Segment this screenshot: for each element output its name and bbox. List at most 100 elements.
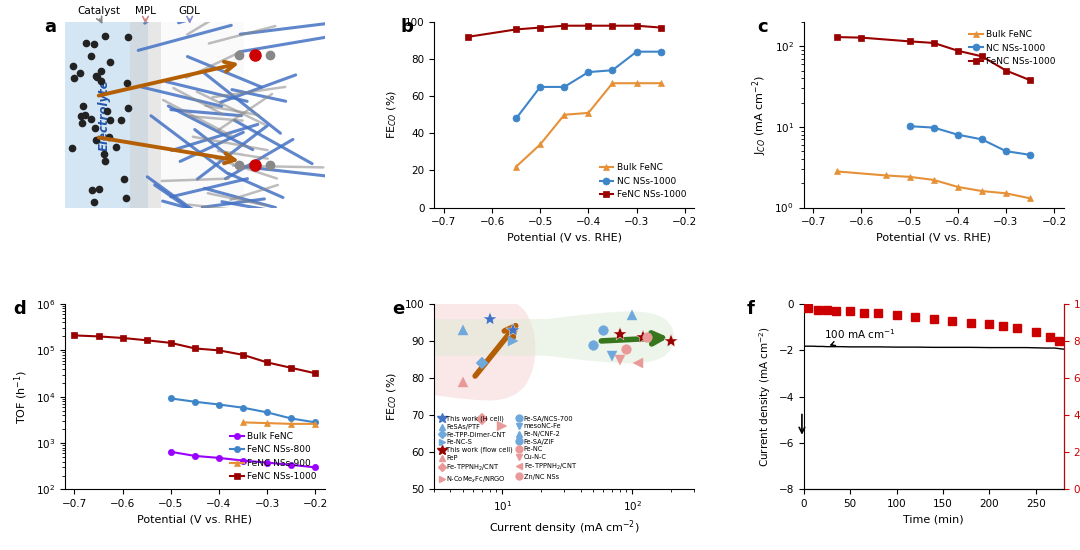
FeNC NSs-1000 (975, 53, 988, 59)
X-axis label: Potential (V vs. RHE): Potential (V vs. RHE) (507, 233, 622, 243)
Bulk FeNC (237, 457, 249, 464)
Bulk FeNC (534, 141, 546, 148)
Line: Bulk FeNC: Bulk FeNC (513, 80, 664, 170)
FeNC NSs-1000 (534, 24, 546, 31)
FeNC NSs-1000 (557, 23, 570, 29)
Text: MPL: MPL (135, 6, 156, 15)
Text: b: b (401, 18, 414, 36)
FeNC NSs-1000 (117, 334, 130, 341)
FeNC NSs-1000 (831, 34, 843, 40)
Y-axis label: J$_{CO}$ (mA cm$^{-2}$): J$_{CO}$ (mA cm$^{-2}$) (751, 75, 769, 155)
Line: Bulk FeNC: Bulk FeNC (834, 168, 1034, 202)
Legend: This work (H cell), FeSAs/PTF, Fe-TPP-Dimer-CNT, Fe-NC-S, This work (flow cell),: This work (H cell), FeSAs/PTF, Fe-TPP-Di… (437, 415, 578, 486)
FeNC NSs-1000 (999, 67, 1012, 74)
Text: Electrolyte: Electrolyte (97, 79, 110, 151)
Bar (161, 22, 244, 207)
FeNC NSs-900 (309, 421, 322, 427)
FeNC NSs-800 (260, 409, 273, 416)
FeNC NSs-1000 (928, 40, 941, 46)
NC NSs-1000 (1024, 152, 1037, 158)
NC NSs-1000 (951, 131, 964, 138)
NC NSs-1000 (630, 48, 643, 55)
Ellipse shape (0, 311, 674, 364)
FeNC NSs-1000 (188, 345, 201, 352)
Line: FeNC NSs-900: FeNC NSs-900 (240, 419, 319, 427)
Line: FeNC NSs-1000: FeNC NSs-1000 (71, 332, 319, 376)
FeNC NSs-800 (164, 395, 177, 402)
FeNC NSs-1000 (582, 23, 595, 29)
Bar (130, 22, 161, 207)
Bulk FeNC (213, 455, 226, 461)
Bulk FeNC (975, 188, 988, 194)
Bulk FeNC (831, 168, 843, 175)
Bulk FeNC (557, 112, 570, 118)
NC NSs-1000 (606, 67, 619, 74)
FeNC NSs-1000 (951, 47, 964, 54)
Bulk FeNC (606, 80, 619, 86)
Bulk FeNC (928, 177, 941, 183)
Line: FeNC NSs-800: FeNC NSs-800 (167, 395, 319, 426)
X-axis label: Current density (mA cm$^{-2}$): Current density (mA cm$^{-2}$) (489, 519, 639, 537)
Bulk FeNC (285, 461, 298, 468)
Bulk FeNC (188, 453, 201, 459)
FeNC NSs-1000 (213, 347, 226, 354)
FeNC NSs-1000 (510, 26, 523, 32)
Text: e: e (393, 300, 405, 318)
X-axis label: Potential (V vs. RHE): Potential (V vs. RHE) (137, 515, 253, 525)
FeNC NSs-1000 (68, 332, 81, 339)
FeNC NSs-1000 (461, 34, 474, 40)
Bulk FeNC (879, 172, 892, 179)
FeNC NSs-1000 (654, 24, 667, 31)
Legend: Bulk FeNC, NC NSs-1000, FeNC NSs-1000: Bulk FeNC, NC NSs-1000, FeNC NSs-1000 (966, 26, 1059, 70)
Text: 100 mA cm$^{-1}$: 100 mA cm$^{-1}$ (824, 327, 895, 345)
Bulk FeNC (309, 464, 322, 471)
NC NSs-1000 (510, 115, 523, 122)
Text: Catalyst: Catalyst (77, 6, 120, 15)
FeNC NSs-1000 (285, 365, 298, 371)
Text: c: c (757, 18, 768, 36)
Bar (65, 22, 148, 207)
FeNC NSs-800 (285, 415, 298, 422)
Bulk FeNC (510, 163, 523, 170)
FeNC NSs-1000 (606, 23, 619, 29)
FeNC NSs-1000 (164, 339, 177, 346)
NC NSs-1000 (975, 136, 988, 142)
FeNC NSs-1000 (1024, 77, 1037, 84)
Line: Bulk FeNC: Bulk FeNC (167, 449, 319, 470)
FeNC NSs-900 (260, 420, 273, 426)
Line: FeNC NSs-1000: FeNC NSs-1000 (834, 34, 1034, 84)
Y-axis label: FE$_{CO}$ (%): FE$_{CO}$ (%) (386, 372, 400, 421)
FeNC NSs-800 (237, 404, 249, 411)
Line: NC NSs-1000: NC NSs-1000 (513, 48, 664, 122)
FeNC NSs-800 (213, 401, 226, 408)
Bulk FeNC (164, 448, 177, 455)
Text: f: f (746, 300, 754, 318)
FeNC NSs-1000 (237, 351, 249, 358)
Text: d: d (13, 300, 26, 318)
FeNC NSs-1000 (140, 337, 153, 344)
FeNC NSs-900 (237, 419, 249, 426)
FeNC NSs-900 (285, 421, 298, 427)
FeNC NSs-1000 (855, 34, 868, 41)
Line: NC NSs-1000: NC NSs-1000 (906, 123, 1034, 158)
FeNC NSs-1000 (903, 38, 916, 45)
NC NSs-1000 (999, 148, 1012, 155)
FeNC NSs-800 (309, 419, 322, 426)
Bulk FeNC (1024, 195, 1037, 202)
Bulk FeNC (260, 459, 273, 466)
FeNC NSs-1000 (92, 333, 105, 340)
NC NSs-1000 (654, 48, 667, 55)
FeNC NSs-1000 (630, 23, 643, 29)
Text: GDL: GDL (178, 6, 201, 15)
FeNC NSs-1000 (260, 359, 273, 366)
Bulk FeNC (630, 80, 643, 86)
FeNC NSs-800 (188, 398, 201, 405)
Legend: Bulk FeNC, FeNC NSs-800, FeNC NSs-900, FeNC NSs-1000: Bulk FeNC, FeNC NSs-800, FeNC NSs-900, F… (227, 428, 321, 485)
Line: FeNC NSs-1000: FeNC NSs-1000 (464, 22, 664, 40)
Bulk FeNC (903, 174, 916, 180)
Y-axis label: FE$_{CO}$ (%): FE$_{CO}$ (%) (386, 90, 400, 139)
Legend: Bulk FeNC, NC NSs-1000, FeNC NSs-1000: Bulk FeNC, NC NSs-1000, FeNC NSs-1000 (596, 160, 690, 203)
NC NSs-1000 (928, 124, 941, 131)
Bulk FeNC (654, 80, 667, 86)
Y-axis label: TOF (h$^{-1}$): TOF (h$^{-1}$) (13, 370, 30, 424)
